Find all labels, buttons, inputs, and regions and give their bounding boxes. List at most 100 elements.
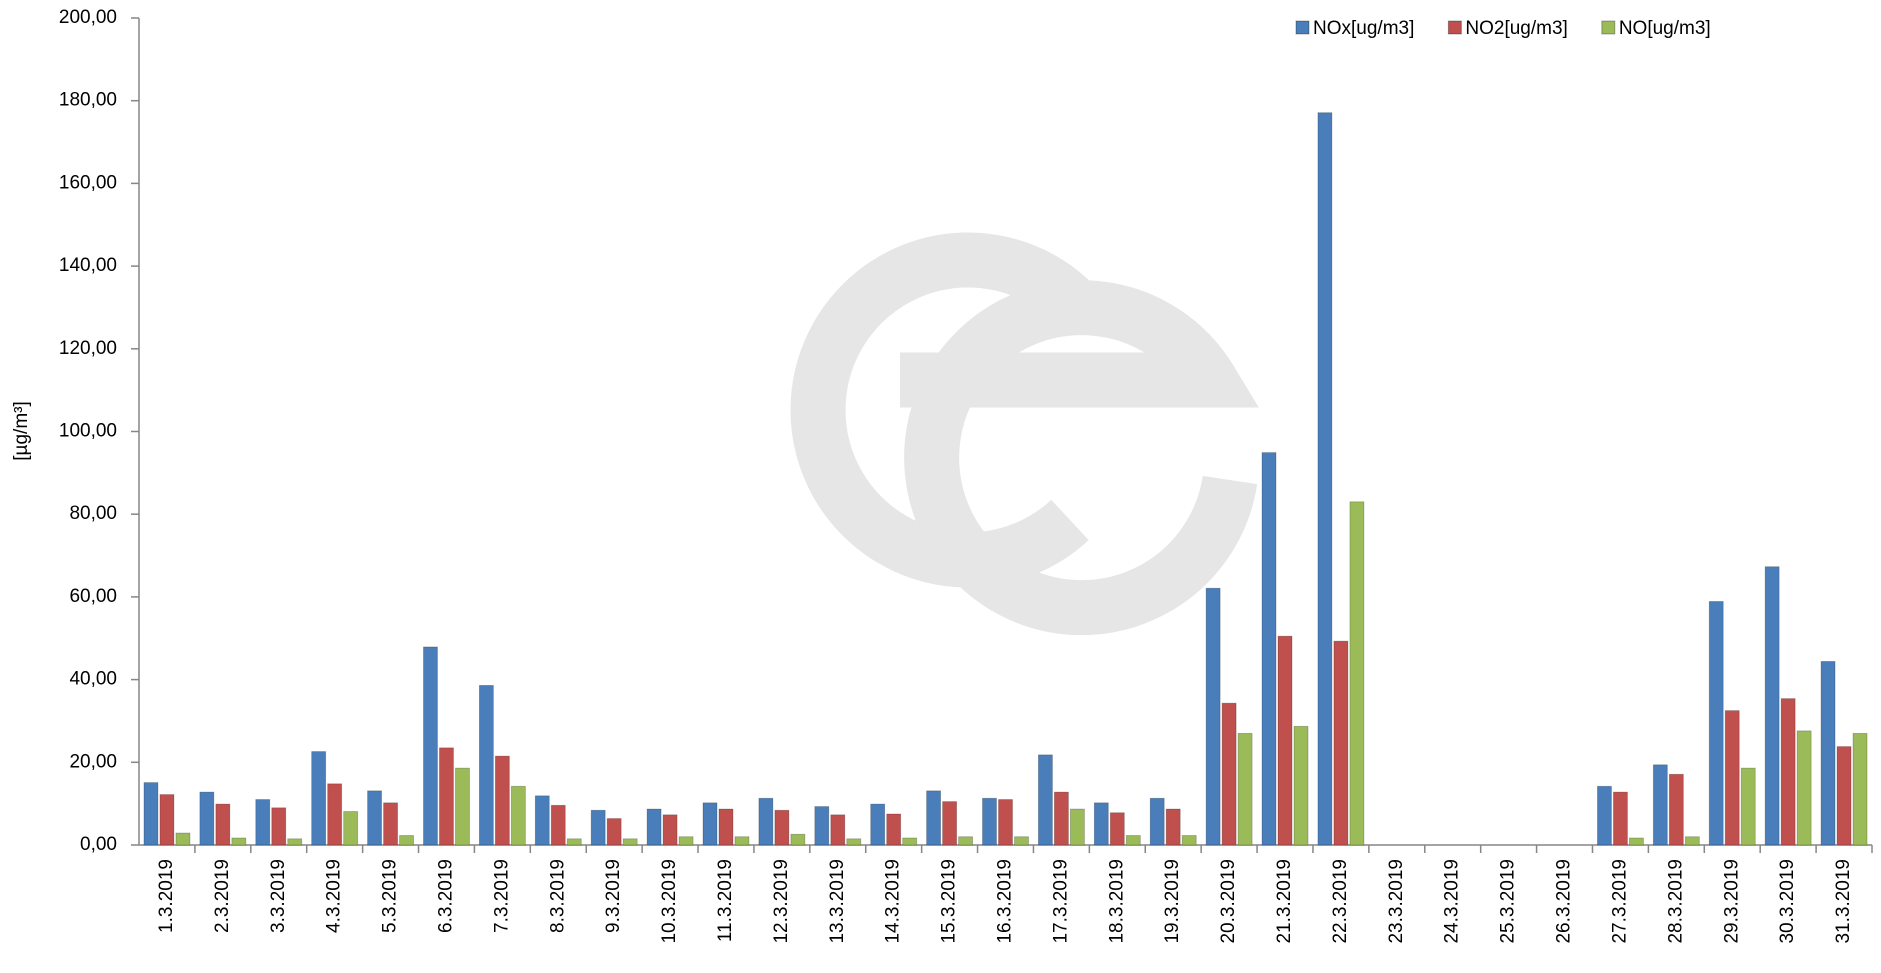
x-tick-label: 21.3.2019 <box>1274 859 1295 944</box>
bar <box>143 782 159 846</box>
bar <box>886 813 902 846</box>
bar <box>790 833 806 846</box>
x-tick-label: 15.3.2019 <box>939 859 960 944</box>
x-tick-label: 1.3.2019 <box>156 859 177 933</box>
bar <box>942 801 957 846</box>
bar <box>1277 635 1293 846</box>
y-tick-label: 160,00 <box>59 172 117 193</box>
y-tick-label: 200,00 <box>59 7 117 28</box>
x-tick-label: 23.3.2019 <box>1386 859 1407 944</box>
bar <box>1293 725 1309 846</box>
bar <box>1014 836 1029 846</box>
bar <box>1317 112 1333 846</box>
y-tick-label: 140,00 <box>59 255 117 276</box>
bar <box>1070 808 1085 846</box>
bar <box>550 804 566 846</box>
bar <box>998 799 1013 846</box>
x-tick-label: 14.3.2019 <box>883 859 904 944</box>
bar <box>1629 837 1644 846</box>
bar <box>199 791 215 846</box>
bar <box>478 684 494 846</box>
bar <box>494 755 510 846</box>
bar <box>958 836 973 846</box>
bar <box>1333 640 1349 846</box>
legend-swatch <box>1447 20 1462 35</box>
bar <box>830 814 846 846</box>
x-tick-label: 17.3.2019 <box>1050 859 1071 944</box>
x-tick-label: 24.3.2019 <box>1442 859 1463 944</box>
bar <box>1708 601 1724 846</box>
bar <box>678 836 694 846</box>
bar <box>327 783 343 846</box>
bar <box>1261 452 1277 846</box>
x-tick-label: 9.3.2019 <box>603 859 624 933</box>
bar <box>622 838 638 846</box>
bar <box>1205 587 1221 846</box>
bar <box>231 837 247 846</box>
bar <box>1724 710 1740 846</box>
x-tick-label: 3.3.2019 <box>268 859 289 933</box>
x-tick-label: 5.3.2019 <box>380 859 401 933</box>
bar <box>590 809 606 846</box>
bar <box>534 795 550 846</box>
bar <box>1181 835 1197 846</box>
bar <box>383 802 398 846</box>
bar <box>311 751 327 846</box>
watermark <box>790 232 1259 636</box>
x-tick-label: 6.3.2019 <box>435 859 456 933</box>
legend-label: NO[ug/m3] <box>1619 18 1711 39</box>
bar <box>1109 812 1125 846</box>
bar <box>758 797 774 846</box>
bar <box>1054 791 1069 846</box>
legend-label: NO2[ug/m3] <box>1465 18 1567 39</box>
x-tick-label: 7.3.2019 <box>491 859 512 933</box>
bar <box>159 794 175 846</box>
bar <box>662 814 678 846</box>
bar <box>846 838 862 846</box>
x-tick-label: 8.3.2019 <box>547 859 568 933</box>
y-tick-label: 60,00 <box>69 586 117 607</box>
x-tick-label: 25.3.2019 <box>1498 859 1519 944</box>
bar <box>1780 698 1796 846</box>
y-tick-label: 0,00 <box>80 834 117 855</box>
x-tick-label: 29.3.2019 <box>1721 859 1742 944</box>
bar <box>734 836 750 846</box>
bar <box>1597 785 1612 846</box>
bar <box>271 807 287 846</box>
legend-swatch <box>1295 20 1310 35</box>
bar <box>1237 732 1253 846</box>
bar <box>606 818 622 846</box>
bar <box>1149 797 1165 846</box>
bar <box>1836 746 1852 846</box>
bar <box>423 646 438 846</box>
bar <box>814 806 830 846</box>
bar <box>1349 501 1365 846</box>
y-tick-label: 180,00 <box>59 90 117 111</box>
bar <box>343 811 359 846</box>
bar <box>982 797 997 846</box>
x-tick-label: 19.3.2019 <box>1162 859 1183 944</box>
x-tick-label: 4.3.2019 <box>324 859 345 933</box>
bar <box>1613 791 1628 846</box>
bar <box>1165 808 1181 846</box>
bar <box>439 747 454 846</box>
bar <box>1652 764 1668 846</box>
bar <box>646 808 662 846</box>
bar <box>1038 754 1053 846</box>
x-tick-label: 2.3.2019 <box>212 859 233 933</box>
x-tick-label: 22.3.2019 <box>1330 859 1351 944</box>
y-tick-label: 40,00 <box>69 669 117 690</box>
x-tick-label: 13.3.2019 <box>827 859 848 944</box>
bar <box>1852 732 1868 846</box>
bar <box>175 832 191 846</box>
y-axis-label: [µg/m³] <box>11 401 32 461</box>
bar <box>926 790 941 846</box>
bar <box>215 803 231 846</box>
x-tick-label: 10.3.2019 <box>659 859 680 944</box>
bar <box>367 790 382 846</box>
bar <box>702 802 718 846</box>
bar <box>1093 802 1109 846</box>
x-tick-label: 27.3.2019 <box>1609 859 1630 944</box>
y-tick-label: 120,00 <box>59 338 117 359</box>
bar <box>287 838 303 846</box>
